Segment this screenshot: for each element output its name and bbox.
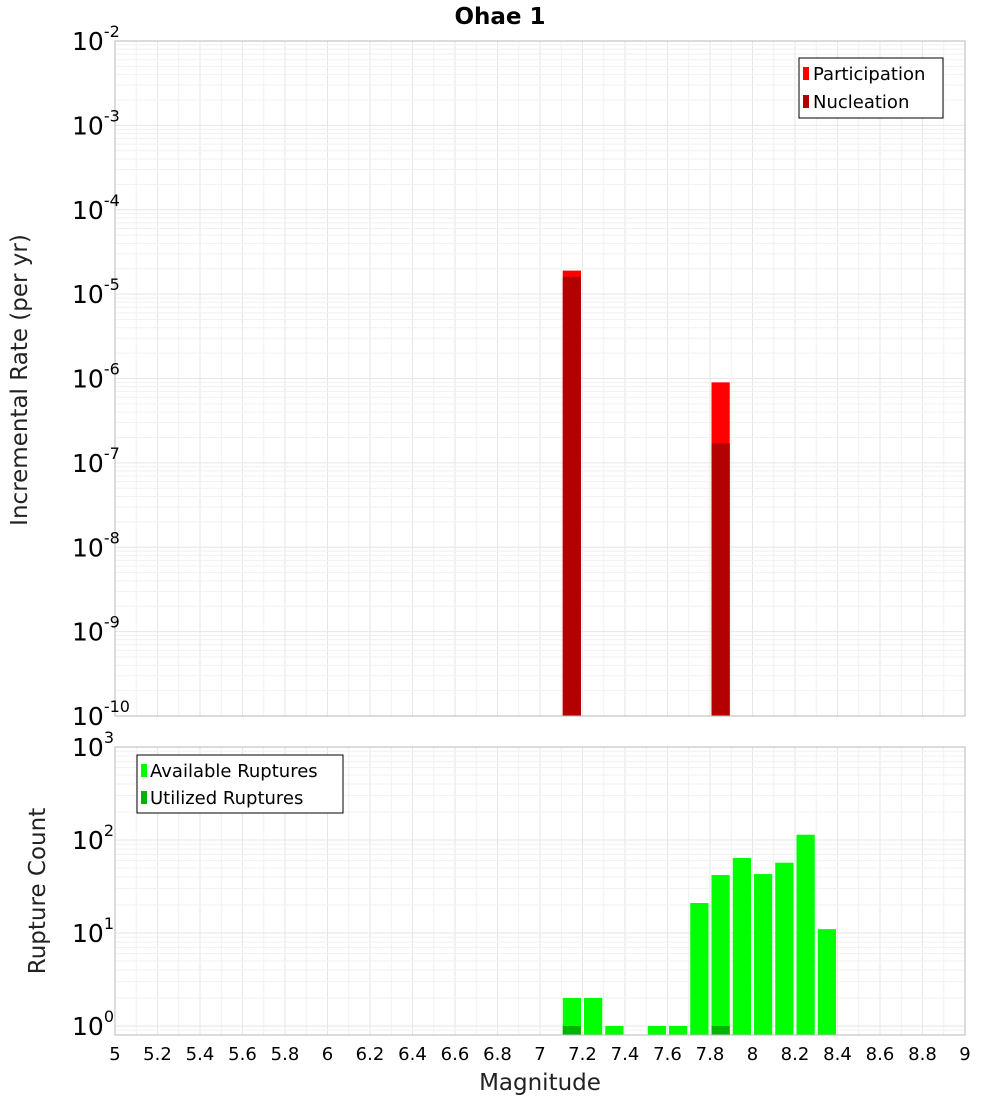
top-y-tick-label: 10-3	[72, 106, 120, 140]
bottom-y-tick-label: 103	[72, 728, 114, 762]
legend-swatch-available-ruptures	[141, 764, 147, 777]
available-ruptures-bar	[775, 862, 794, 1035]
top-y-tick-label: 10-4	[72, 191, 120, 225]
top-plot: 10-10 10-9 10-8 10-7 10-6 10-5 10-4 10-3 10-2 In…	[7, 22, 966, 731]
x-tick-label: 8.8	[908, 1044, 937, 1065]
x-tick-label: 5.2	[143, 1044, 172, 1065]
top-y-ticks: 10-10 10-9 10-8 10-7 10-6 10-5 10-4 10-3 10-2	[72, 22, 130, 731]
x-tick-label: 8	[747, 1044, 758, 1065]
x-tick-label: 8.4	[823, 1044, 852, 1065]
top-y-tick-label: 10-10	[72, 697, 130, 731]
bottom-bars	[562, 834, 836, 1035]
available-ruptures-bar	[669, 1025, 688, 1035]
top-y-tick-label: 10-7	[72, 444, 120, 478]
top-y-axis-label: Incremental Rate (per yr)	[7, 234, 33, 526]
utilized-ruptures-bar	[562, 1025, 581, 1035]
available-ruptures-bar	[817, 929, 836, 1035]
x-tick-label: 6.6	[441, 1044, 470, 1065]
x-tick-label: 6.8	[483, 1044, 512, 1065]
available-ruptures-bar	[690, 903, 709, 1035]
bottom-y-tick-label: 100	[72, 1007, 114, 1041]
x-tick-label: 5.4	[186, 1044, 215, 1065]
x-tick-label: 7.2	[568, 1044, 597, 1065]
x-tick-label: 8.2	[781, 1044, 810, 1065]
chart-title: Ohae 1	[454, 4, 545, 30]
top-legend: Participation Nucleation	[798, 57, 944, 119]
available-ruptures-bar	[711, 875, 730, 1035]
top-legend-box	[798, 57, 944, 119]
legend-label-participation: Participation	[813, 64, 925, 85]
legend-label-available-ruptures: Available Ruptures	[150, 761, 318, 782]
top-y-tick-label: 10-2	[72, 22, 120, 56]
x-tick-label: 7.8	[696, 1044, 725, 1065]
available-ruptures-bar	[732, 858, 751, 1035]
top-y-tick-label: 10-6	[72, 360, 120, 394]
x-tick-label: 6.2	[356, 1044, 385, 1065]
top-y-tick-label: 10-9	[72, 613, 120, 647]
bottom-y-tick-label: 101	[72, 914, 114, 948]
available-ruptures-bar	[796, 834, 815, 1035]
x-ticks: 5 5.2 5.4 5.6 5.8 6 6.2 6.4 6.6 6.8 7 7.2 7.4 7.6 7.8 8…	[109, 1044, 970, 1065]
top-y-tick-label: 10-8	[72, 528, 120, 562]
x-tick-label: 8.6	[866, 1044, 895, 1065]
x-tick-label: 5.6	[228, 1044, 257, 1065]
available-ruptures-bar	[584, 997, 603, 1035]
bottom-plot-frame	[114, 746, 966, 1036]
available-ruptures-bar	[754, 874, 773, 1035]
x-tick-label: 7.6	[653, 1044, 682, 1065]
x-tick-label: 6.4	[398, 1044, 427, 1065]
nucleation-bar	[711, 443, 730, 716]
legend-label-utilized-ruptures: Utilized Ruptures	[150, 788, 303, 809]
bottom-y-axis-label: Rupture Count	[25, 808, 51, 974]
legend-swatch-participation	[803, 67, 809, 80]
nucleation-bar	[562, 276, 581, 716]
legend-swatch-utilized-ruptures	[141, 791, 147, 804]
legend-swatch-nucleation	[803, 95, 809, 108]
top-y-tick-label: 10-5	[72, 275, 120, 309]
x-tick-label: 7	[534, 1044, 545, 1065]
available-ruptures-bar	[605, 1025, 624, 1035]
x-tick-label: 6	[322, 1044, 333, 1065]
bottom-legend: Available Ruptures Utilized Ruptures	[136, 754, 344, 814]
x-tick-label: 7.4	[611, 1044, 640, 1065]
bottom-legend-box	[136, 754, 344, 814]
available-ruptures-bar	[647, 1025, 666, 1035]
x-tick-label: 5	[109, 1044, 120, 1065]
top-grid	[114, 41, 966, 717]
x-tick-label: 9	[959, 1044, 970, 1065]
bottom-y-tick-label: 102	[72, 821, 114, 855]
x-axis-label: Magnitude	[479, 1070, 601, 1096]
legend-label-nucleation: Nucleation	[813, 92, 909, 113]
x-tick-label: 5.8	[271, 1044, 300, 1065]
bottom-y-ticks: 100 101 102 103	[72, 728, 114, 1041]
top-bars	[562, 270, 730, 716]
utilized-ruptures-bar	[711, 1025, 730, 1035]
top-plot-frame	[114, 40, 966, 717]
bottom-plot: 100 101 102 103 5 5.2 5.4 5.6 5.8 6 6.2 6.4 6.6 6.8 7…	[25, 728, 971, 1096]
available-ruptures-bar	[562, 997, 581, 1035]
